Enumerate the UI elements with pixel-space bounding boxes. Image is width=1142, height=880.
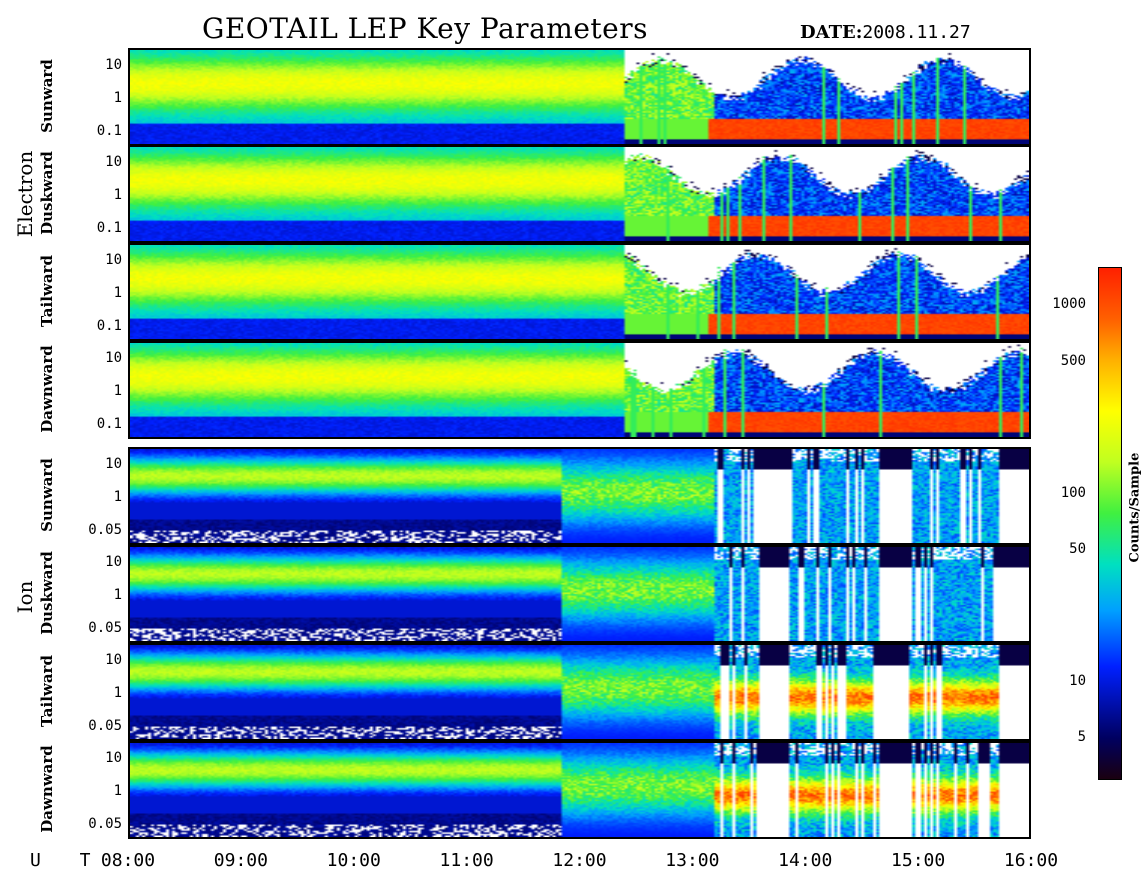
spectrogram-electron-duskward — [128, 145, 1031, 243]
spectrogram-ion-duskward — [128, 545, 1031, 643]
x-tick-label: 14:00 — [778, 850, 833, 871]
y-tick-label: 0.05 — [88, 816, 122, 833]
spectrogram-image — [130, 50, 1029, 144]
spectrogram-electron-sunward — [128, 48, 1031, 146]
y-tick-label: 10 — [105, 651, 122, 668]
x-tick-label: 11:00 — [439, 850, 494, 871]
panel-direction-label: Duskward — [38, 151, 56, 235]
panel-direction-label: Sunward — [38, 59, 56, 133]
date-label: DATE: — [800, 22, 863, 43]
x-tick-label: 13:00 — [665, 850, 720, 871]
y-tick-label: 1 — [113, 186, 122, 203]
panel-direction-label: Dawnward — [38, 745, 56, 833]
spectrogram-ion-sunward — [128, 447, 1031, 545]
x-tick-label: 10:00 — [326, 850, 381, 871]
chart-title: GEOTAIL LEP Key Parameters — [202, 12, 648, 45]
colorbar-tick-label: 10 — [1069, 672, 1086, 689]
y-tick-label: 0.1 — [96, 220, 122, 237]
colorbar — [1098, 267, 1122, 780]
x-tick-label: 08:00 — [100, 850, 156, 871]
spectrogram-ion-dawnward — [128, 741, 1031, 839]
y-tick-label: 0.05 — [88, 522, 122, 539]
y-tick-label: 10 — [105, 56, 122, 73]
spectrogram-ion-tailward — [128, 643, 1031, 741]
y-tick-label: 0.05 — [88, 620, 122, 637]
panel-direction-label: Dawnward — [38, 345, 56, 433]
y-tick-label: 1 — [113, 89, 122, 106]
y-tick-label: 1 — [113, 586, 122, 603]
spectrogram-image — [130, 343, 1029, 437]
panel-direction-label: Tailward — [38, 255, 56, 327]
colorbar-tick-label: 500 — [1060, 353, 1086, 370]
y-tick-label: 1 — [113, 382, 122, 399]
date-readout: DATE:2008.11.27 — [800, 22, 971, 43]
y-tick-label: 1 — [113, 284, 122, 301]
colorbar-tick-label: 50 — [1069, 541, 1086, 558]
y-tick-label: 1 — [113, 782, 122, 799]
spectrogram-image — [130, 743, 1029, 837]
spectrogram-image — [130, 449, 1029, 543]
y-tick-label: 0.05 — [88, 718, 122, 735]
spectrogram-image — [130, 245, 1029, 339]
x-axis-label: U T — [30, 850, 105, 871]
spectrogram-electron-dawnward — [128, 341, 1031, 439]
y-tick-label: 0.1 — [96, 318, 122, 335]
x-tick-label: 09:00 — [213, 850, 268, 871]
colorbar-label: Counts/Sample — [1127, 452, 1142, 563]
x-tick-label: 12:00 — [552, 850, 607, 871]
y-tick-label: 1 — [113, 684, 122, 701]
y-tick-label: 10 — [105, 251, 122, 268]
y-tick-label: 10 — [105, 153, 122, 170]
spectrogram-image — [130, 147, 1029, 241]
spectrogram-image — [130, 645, 1029, 739]
panel-direction-label: Sunward — [38, 458, 56, 532]
spectrogram-image — [130, 547, 1029, 641]
y-tick-label: 0.1 — [96, 123, 122, 140]
x-tick-label: 16:00 — [1003, 850, 1059, 871]
electron-group-label: Electron — [13, 150, 37, 238]
x-tick-label: 15:00 — [891, 850, 946, 871]
colorbar-tick-label: 5 — [1077, 729, 1086, 746]
spectrogram-electron-tailward — [128, 243, 1031, 341]
date-value: 2008.11.27 — [862, 22, 971, 43]
y-tick-label: 10 — [105, 349, 122, 366]
panel-direction-label: Tailward — [38, 655, 56, 727]
colorbar-tick-label: 1000 — [1052, 296, 1086, 313]
panel-direction-label: Duskward — [38, 551, 56, 635]
y-tick-label: 10 — [105, 455, 122, 472]
y-tick-label: 10 — [105, 749, 122, 766]
y-tick-label: 1 — [113, 488, 122, 505]
colorbar-tick-label: 100 — [1060, 484, 1086, 501]
y-tick-label: 10 — [105, 553, 122, 570]
y-tick-label: 0.1 — [96, 416, 122, 433]
ion-group-label: Ion — [13, 580, 37, 614]
